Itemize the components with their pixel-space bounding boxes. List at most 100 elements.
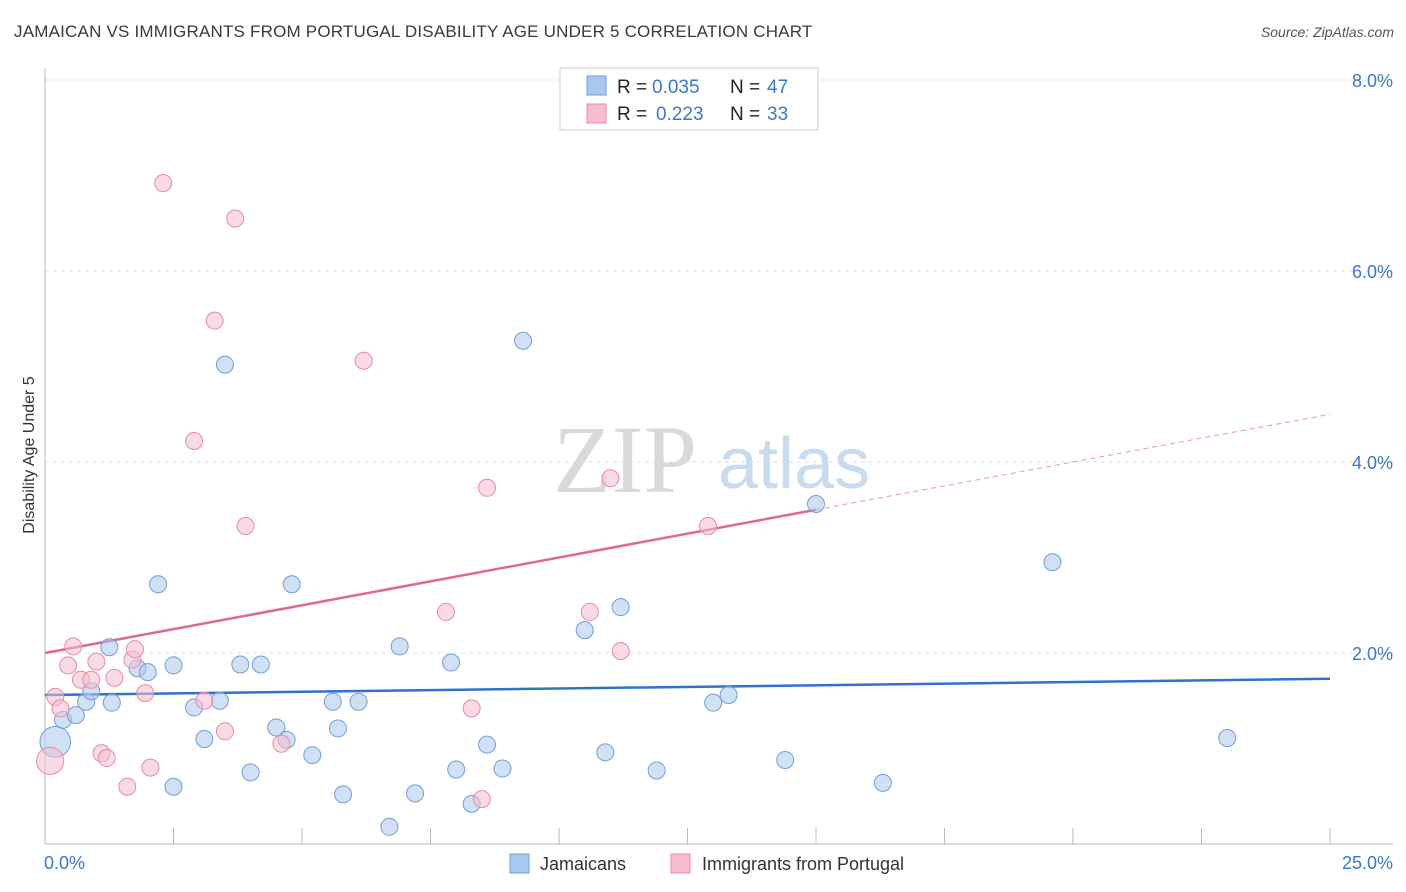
jamaicans-point-39 xyxy=(704,693,723,712)
jamaicans-point-46 xyxy=(100,638,119,657)
watermark-zip: ZIP xyxy=(553,406,697,513)
y-tick-label-3: 8.0% xyxy=(1352,71,1393,91)
jamaicans-point-9 xyxy=(164,656,183,675)
portugal-point-28 xyxy=(478,478,497,497)
legend-swatch-pink xyxy=(586,103,607,124)
jamaicans-point-43 xyxy=(873,773,892,792)
portugal-point-22 xyxy=(236,516,255,535)
portugal-point-14 xyxy=(136,684,155,703)
y-tick-labels: 2.0% 4.0% 6.0% 8.0% xyxy=(1352,71,1393,664)
watermark-atlas: atlas xyxy=(718,424,870,504)
portugal-point-16 xyxy=(154,174,173,193)
portugal-point-2 xyxy=(51,699,70,718)
jamaicans-point-24 xyxy=(334,785,353,804)
jamaicans-point-18 xyxy=(267,718,286,737)
jamaicans-point-41 xyxy=(776,750,795,769)
jamaicans-point-38 xyxy=(647,761,666,780)
y-tick-label-0: 2.0% xyxy=(1352,644,1393,664)
portugal-point-27 xyxy=(472,790,491,809)
trend-lines xyxy=(44,413,1331,697)
portugal-point-32 xyxy=(699,516,718,535)
jamaicans-point-25 xyxy=(349,692,368,711)
portugal-point-13 xyxy=(125,640,144,659)
stats-legend: R = 0.035 N = 47 R = 0.223 N = 33 xyxy=(559,67,819,131)
portugal-point-25 xyxy=(436,602,455,621)
jamaicans-point-28 xyxy=(406,784,425,803)
jamaicans-point-7 xyxy=(138,663,157,682)
x-tick-min: 0.0% xyxy=(44,853,85,873)
jamaicans-point-37 xyxy=(611,598,630,617)
jamaicans-point-5 xyxy=(102,693,121,712)
legend-r-value-1: 0.035 xyxy=(652,77,700,98)
portugal-point-24 xyxy=(354,351,373,370)
jamaicans-point-12 xyxy=(195,729,214,748)
portugal-point-31 xyxy=(611,642,630,661)
jamaicans-point-36 xyxy=(596,743,615,762)
jamaicans-point-34 xyxy=(514,331,533,350)
portugal-point-3 xyxy=(59,656,78,675)
y-tick-label-2: 6.0% xyxy=(1352,262,1393,282)
jamaicans-point-21 xyxy=(303,746,322,765)
jamaicans-point-33 xyxy=(493,759,512,778)
portugal-point-10 xyxy=(105,668,124,687)
jamaicans-point-26 xyxy=(380,817,399,836)
legend-n-value-1: 47 xyxy=(767,77,788,98)
jamaicans-point-16 xyxy=(241,763,260,782)
portugal-point-11 xyxy=(118,777,137,796)
axes xyxy=(44,68,1393,845)
gridlines xyxy=(45,79,1393,654)
portugal-point-20 xyxy=(215,722,234,741)
jamaicans-point-42 xyxy=(807,495,825,514)
source-label: Source: ZipAtlas.com xyxy=(1260,24,1394,40)
jamaicans-point-44 xyxy=(1043,553,1062,572)
portugal-trend-line-extension xyxy=(815,413,1331,511)
portugal-point-17 xyxy=(185,431,204,450)
bottom-legend-portugal: Immigrants from Portugal xyxy=(702,854,904,874)
jamaicans-point-14 xyxy=(215,355,234,374)
portugal-point-4 xyxy=(64,637,83,656)
jamaicans-point-30 xyxy=(447,760,466,779)
jamaicans-point-22 xyxy=(323,692,342,711)
portugal-point-21 xyxy=(226,209,245,228)
jamaicans-point-45 xyxy=(1218,728,1237,747)
portugal-point-23 xyxy=(272,734,291,753)
portugal-point-30 xyxy=(601,469,620,488)
jamaicans-point-20 xyxy=(282,575,301,594)
jamaicans-point-40 xyxy=(719,686,738,705)
portugal-point-26 xyxy=(462,699,481,718)
portugal-point-9 xyxy=(97,749,116,768)
legend-swatch-blue xyxy=(586,75,607,96)
legend-n-value-2: 33 xyxy=(767,104,788,125)
portugal-point-15 xyxy=(141,758,160,777)
legend-n-label-1: N = xyxy=(730,77,760,98)
series-legend: Jamaicans Immigrants from Portugal xyxy=(509,853,904,874)
portugal-point-19 xyxy=(205,311,224,330)
portugal-point-6 xyxy=(82,670,101,689)
jamaicans-point-17 xyxy=(251,655,270,674)
x-tick-max: 25.0% xyxy=(1342,853,1393,873)
jamaicans-point-13 xyxy=(210,691,229,710)
portugal-trend-line xyxy=(44,508,817,655)
y-tick-label-1: 4.0% xyxy=(1352,453,1393,473)
portugal-point-29 xyxy=(580,602,599,621)
y-axis-label: Disability Age Under 5 xyxy=(21,376,38,534)
chart-title: JAMAICAN VS IMMIGRANTS FROM PORTUGAL DIS… xyxy=(14,22,813,41)
bottom-legend-swatch-portugal xyxy=(670,853,691,874)
jamaicans-point-29 xyxy=(442,653,461,672)
jamaicans-point-32 xyxy=(478,735,497,754)
jamaicans-point-15 xyxy=(231,655,250,674)
portugal-point-0 xyxy=(36,746,65,776)
jamaicans-point-35 xyxy=(575,621,594,640)
jamaicans-point-10 xyxy=(164,777,183,796)
legend-r-label-2: R = xyxy=(617,104,647,125)
bottom-legend-swatch-jamaicans xyxy=(509,853,530,874)
legend-n-label-2: N = xyxy=(730,104,760,125)
jamaicans-point-2 xyxy=(66,706,85,725)
legend-r-label-1: R = xyxy=(617,77,647,98)
jamaicans-point-23 xyxy=(328,719,347,738)
jamaicans-trend-line xyxy=(44,677,1331,697)
jamaicans-point-8 xyxy=(149,575,168,594)
data-points xyxy=(36,174,1237,836)
portugal-point-18 xyxy=(195,691,214,710)
